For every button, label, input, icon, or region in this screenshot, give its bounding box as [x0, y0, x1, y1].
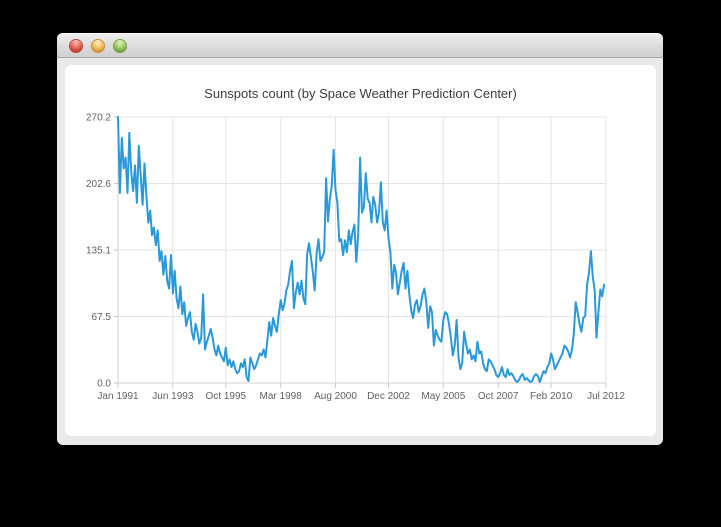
chart-title: Sunspots count (by Space Weather Predict…	[204, 86, 517, 101]
x-axis-tick-label: Aug 2000	[314, 391, 357, 402]
series-line[interactable]	[117, 116, 606, 383]
chart-panel: Sunspots count (by Space Weather Predict…	[65, 65, 656, 436]
zoom-button-icon[interactable]	[113, 39, 127, 53]
y-axis-tick-label: 135.1	[86, 246, 111, 257]
x-axis-tick-label: Jun 1993	[152, 391, 194, 402]
x-axis-tick-label: Feb 2010	[530, 391, 573, 402]
minimize-button-icon[interactable]	[91, 39, 105, 53]
x-axis-tick-label: Oct 1995	[206, 391, 247, 402]
x-axis-tick-label: Oct 2007	[478, 391, 519, 402]
x-axis-tick-label: Mar 1998	[260, 391, 303, 402]
app-window: Sunspots count (by Space Weather Predict…	[57, 33, 663, 445]
window-titlebar[interactable]	[57, 33, 663, 58]
sunspots-line-chart: 0.0 67.5 135.1 202.6 270.2 Jan 1991 Jun 1993 Oc…	[86, 113, 625, 403]
x-axis-tick-label: Dec 2002	[367, 391, 410, 402]
y-axis-tick-label: 270.2	[86, 113, 111, 124]
close-button-icon[interactable]	[69, 39, 83, 53]
x-axis-tick-label: Jan 1991	[97, 391, 139, 402]
y-axis-tick-label: 202.6	[86, 179, 111, 190]
x-axis-tick-label: Jul 2012	[587, 391, 625, 402]
x-axis-tick-label: May 2005	[421, 391, 465, 402]
traffic-lights	[69, 39, 127, 53]
y-axis-tick-label: 0.0	[97, 379, 111, 390]
y-axis-tick-label: 67.5	[92, 312, 112, 323]
